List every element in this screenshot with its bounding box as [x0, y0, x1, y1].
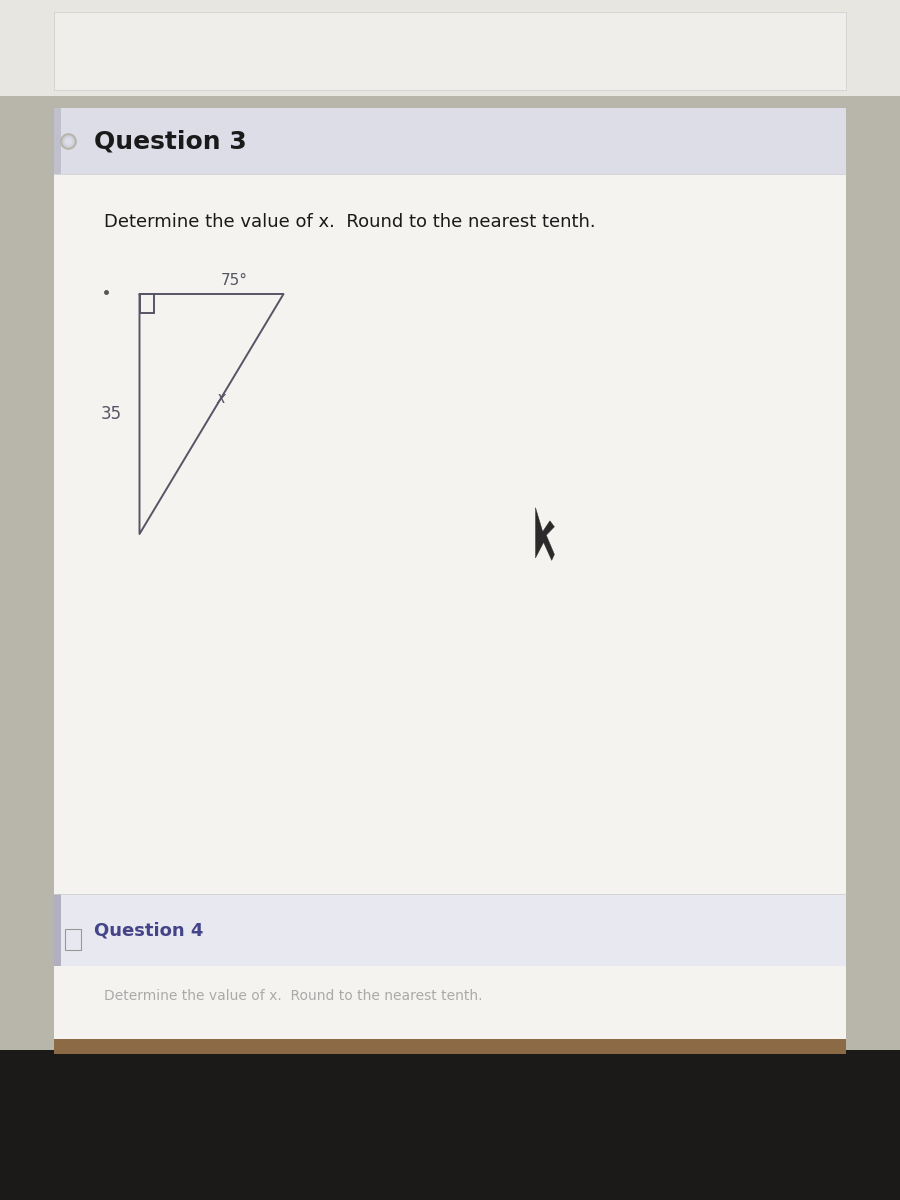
Bar — [65, 929, 81, 950]
Text: Question 4: Question 4 — [94, 922, 204, 938]
Text: Question 3: Question 3 — [94, 128, 248, 152]
Bar — [54, 108, 846, 1044]
Bar — [54, 108, 846, 174]
Text: Determine the value of x.  Round to the nearest tenth.: Determine the value of x. Round to the n… — [104, 214, 595, 230]
Bar — [54, 12, 846, 90]
Text: 75°: 75° — [220, 272, 248, 288]
Bar — [54, 894, 61, 966]
Text: x: x — [216, 391, 225, 406]
Text: 35: 35 — [101, 404, 122, 422]
Bar — [0, 1050, 900, 1200]
Bar — [140, 294, 154, 313]
Text: Determine the value of x.  Round to the nearest tenth.: Determine the value of x. Round to the n… — [104, 989, 482, 1003]
Bar — [0, 0, 900, 96]
Bar — [54, 894, 846, 966]
Bar — [54, 108, 61, 174]
Polygon shape — [536, 508, 554, 560]
Bar — [54, 1039, 846, 1054]
